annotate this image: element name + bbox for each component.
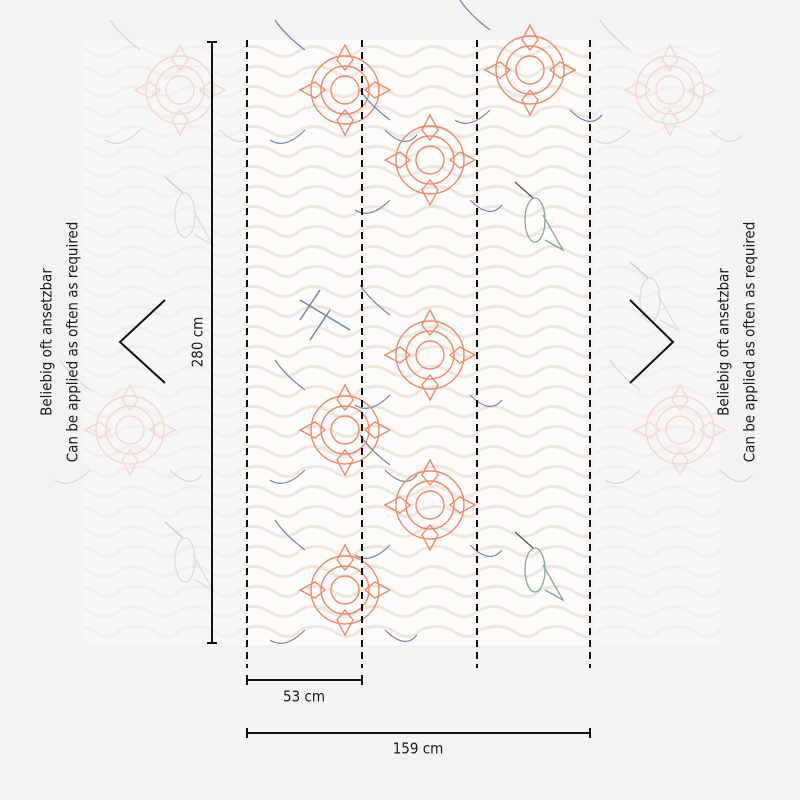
panel-dividers <box>246 40 591 668</box>
wallpaper-panels <box>247 0 603 645</box>
panel-width-dimension: 53 cm <box>246 675 363 706</box>
panel-width-label: 53 cm <box>283 688 325 706</box>
chevron-left <box>118 299 166 384</box>
side-label: Beliebig oft ansetzbar <box>38 268 56 416</box>
total-width-label: 159 cm <box>393 740 444 758</box>
side-label: Can be applied as often as required <box>64 222 82 463</box>
side-label: Can be applied as often as required <box>741 222 759 463</box>
side-label: Beliebig oft ansetzbar <box>715 268 733 416</box>
height-dimension: 280 cm <box>189 41 217 644</box>
total-width-dimension: 159 cm <box>246 728 591 758</box>
chevron-right <box>629 299 675 384</box>
side-panel-left <box>54 19 253 645</box>
height-label: 280 cm <box>189 317 207 368</box>
side-panel-right <box>594 19 753 645</box>
